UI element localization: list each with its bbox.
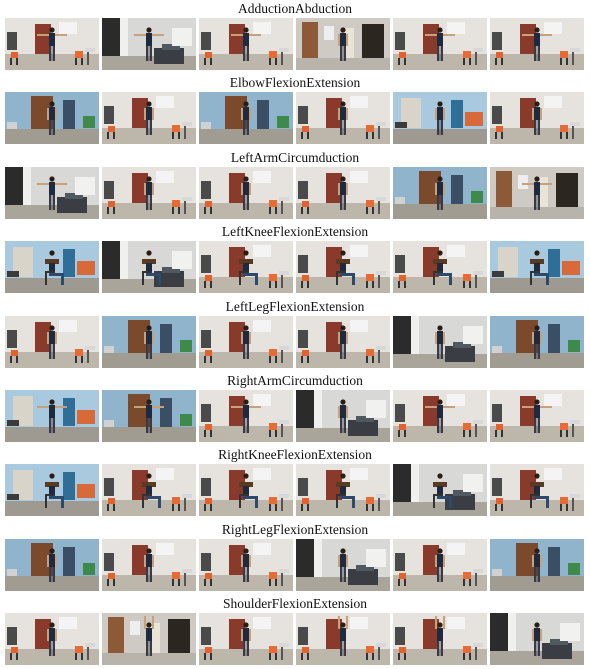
video-frame-thumbnail (199, 538, 293, 591)
exercise-label: AdductionAbduction (238, 1, 352, 16)
video-frame-thumbnail (5, 241, 99, 294)
video-frame-thumbnail (5, 464, 99, 517)
video-frame-thumbnail (102, 390, 196, 442)
video-frame-thumbnail (393, 18, 487, 70)
video-frame-thumbnail (102, 241, 196, 294)
video-frame-thumbnail (490, 315, 584, 368)
video-frame-thumbnail (5, 390, 99, 442)
video-frame-thumbnail (490, 18, 584, 70)
video-frame-thumbnail (5, 613, 99, 666)
video-frame-thumbnail (102, 18, 196, 70)
exercise-label: LeftArmCircumduction (230, 149, 360, 165)
video-frame-thumbnail (199, 166, 293, 219)
video-frame-thumbnail (490, 613, 584, 666)
video-frame-thumbnail (5, 18, 99, 70)
frame-row (5, 613, 587, 666)
video-frame-thumbnail (393, 538, 487, 591)
frame-row (5, 464, 587, 517)
video-frame-thumbnail (490, 390, 584, 442)
video-frame-thumbnail (102, 315, 196, 368)
video-frame-thumbnail (199, 241, 293, 294)
frame-row (5, 390, 587, 442)
video-frame-thumbnail (393, 464, 487, 517)
video-frame-thumbnail (5, 92, 99, 145)
exercise-section: ElbowFlexionExtension (0, 74, 590, 148)
exercise-label: LeftLegFlexionExtension (225, 298, 365, 314)
video-frame-thumbnail (490, 538, 584, 591)
video-frame-thumbnail (393, 390, 487, 442)
video-frame-thumbnail (393, 241, 487, 294)
exercise-label: RightKneeFlexionExtension (218, 447, 372, 463)
video-frame-thumbnail (296, 18, 390, 70)
exercise-label: ElbowFlexionExtension (229, 75, 361, 91)
video-frame-thumbnail (393, 92, 487, 145)
video-frame-thumbnail (296, 241, 390, 294)
video-frame-thumbnail (102, 538, 196, 591)
video-frame-thumbnail (490, 464, 584, 517)
video-frame-thumbnail (5, 315, 99, 368)
exercise-section: LeftKneeFlexionExtension (0, 223, 590, 297)
video-frame-thumbnail (490, 166, 584, 219)
exercise-section: RightArmCircumduction (0, 372, 590, 446)
video-frame-thumbnail (490, 92, 584, 145)
exercise-section: RightLegFlexionExtension (0, 521, 590, 595)
video-frame-thumbnail (199, 18, 293, 70)
frame-row (5, 92, 587, 145)
exercise-section: ShoulderFlexionExtension (0, 595, 590, 669)
video-frame-thumbnail (199, 92, 293, 145)
exercise-section: LeftArmCircumduction (0, 149, 590, 223)
video-frame-thumbnail (199, 464, 293, 517)
video-frame-thumbnail (296, 538, 390, 591)
frame-row (5, 315, 587, 368)
video-frame-thumbnail (102, 613, 196, 666)
video-frame-thumbnail (5, 166, 99, 219)
video-frame-thumbnail (199, 315, 293, 368)
frame-row (5, 18, 587, 70)
video-frame-thumbnail (102, 92, 196, 145)
video-frame-thumbnail (102, 464, 196, 517)
exercise-label: LeftKneeFlexionExtension (221, 224, 369, 240)
frame-row (5, 538, 587, 591)
video-frame-thumbnail (296, 166, 390, 219)
exercise-section: AdductionAbduction (0, 0, 590, 74)
video-frame-thumbnail (296, 92, 390, 145)
exercise-section: RightKneeFlexionExtension (0, 446, 590, 520)
exercise-section: LeftLegFlexionExtension (0, 298, 590, 372)
video-frame-thumbnail (393, 613, 487, 666)
video-frame-thumbnail (5, 538, 99, 591)
video-frame-thumbnail (199, 613, 293, 666)
video-frame-thumbnail (490, 241, 584, 294)
video-frame-thumbnail (393, 315, 487, 368)
exercise-label: RightLegFlexionExtension (221, 521, 369, 537)
exercise-label: ShoulderFlexionExtension (223, 596, 367, 612)
video-frame-thumbnail (199, 390, 293, 442)
video-frame-thumbnail (296, 613, 390, 666)
video-frame-thumbnail (296, 390, 390, 442)
frame-row (5, 166, 587, 219)
exercise-label: RightArmCircumduction (227, 373, 363, 388)
video-frame-thumbnail (296, 315, 390, 368)
video-frame-thumbnail (393, 166, 487, 219)
video-frame-thumbnail (102, 166, 196, 219)
video-frame-thumbnail (296, 464, 390, 517)
frame-row (5, 241, 587, 294)
